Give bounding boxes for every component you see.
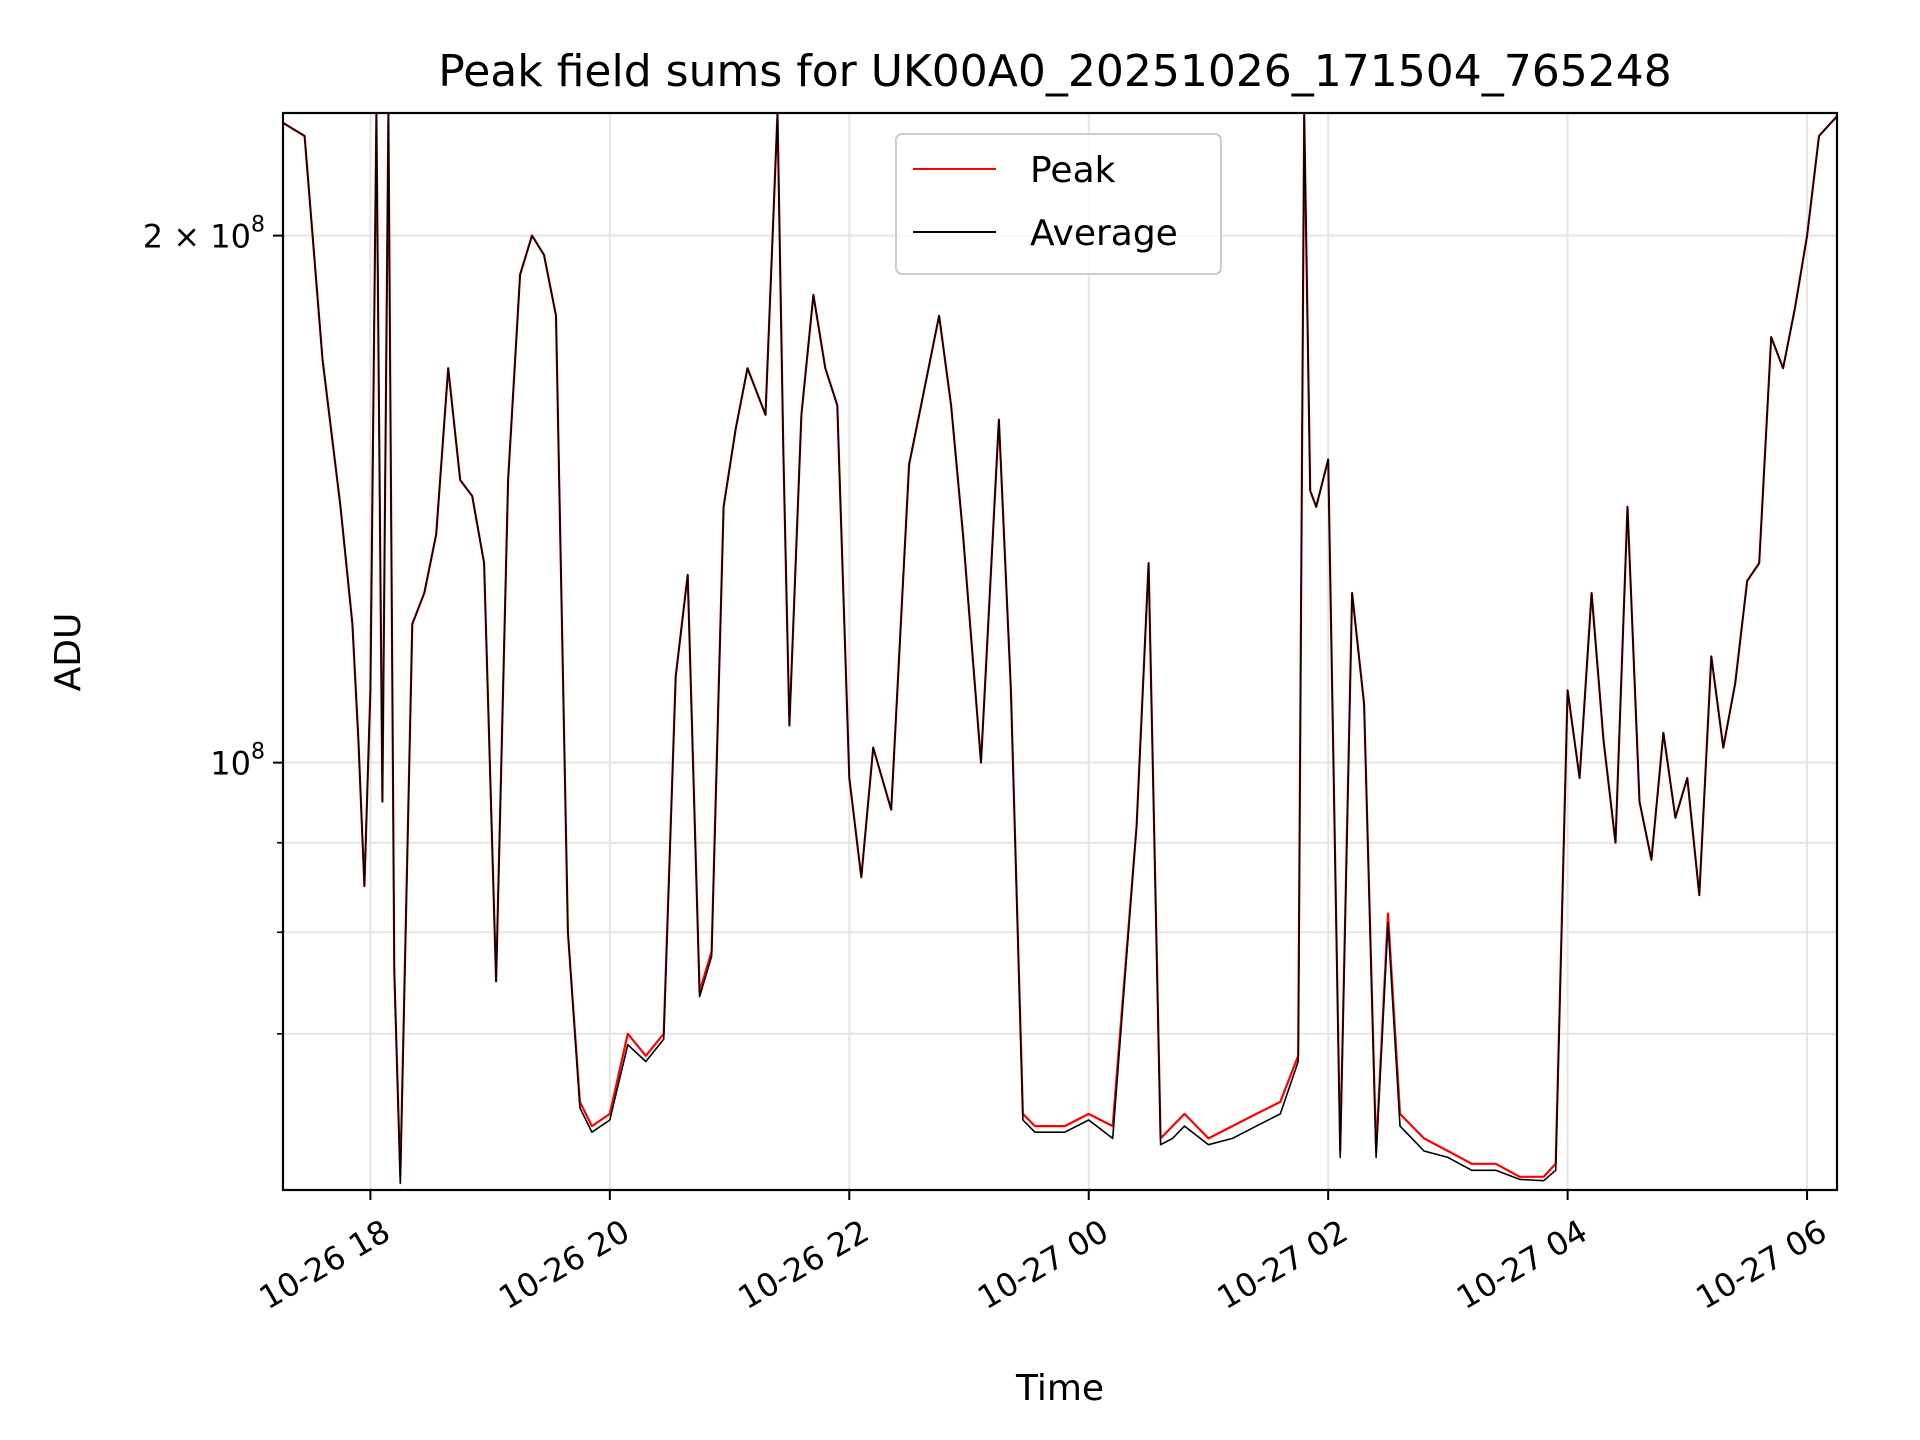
y-tick-label-exponent: 8 [251, 740, 265, 765]
y-tick-label: 2 × 108 [143, 213, 265, 256]
legend: Peak Average [895, 133, 1222, 275]
x-axis-label: Time [1015, 1368, 1104, 1409]
legend-label-peak: Peak [1030, 150, 1116, 191]
series-line-average [282, 112, 1838, 1185]
y-tick-label-exponent: 8 [251, 213, 265, 238]
y-tick-label-base: 10 [210, 745, 251, 783]
legend-label-average: Average [1030, 213, 1178, 254]
y-axis-label: ADU [48, 613, 89, 692]
y-tick-label: 108 [210, 740, 265, 783]
plot-frame [281, 111, 1839, 1192]
chart-title: Peak field sums for UK00A0_20251026_1715… [438, 46, 1671, 97]
series-layer [282, 111, 1838, 1185]
y-tick-label-base: 2 × 10 [143, 218, 251, 256]
